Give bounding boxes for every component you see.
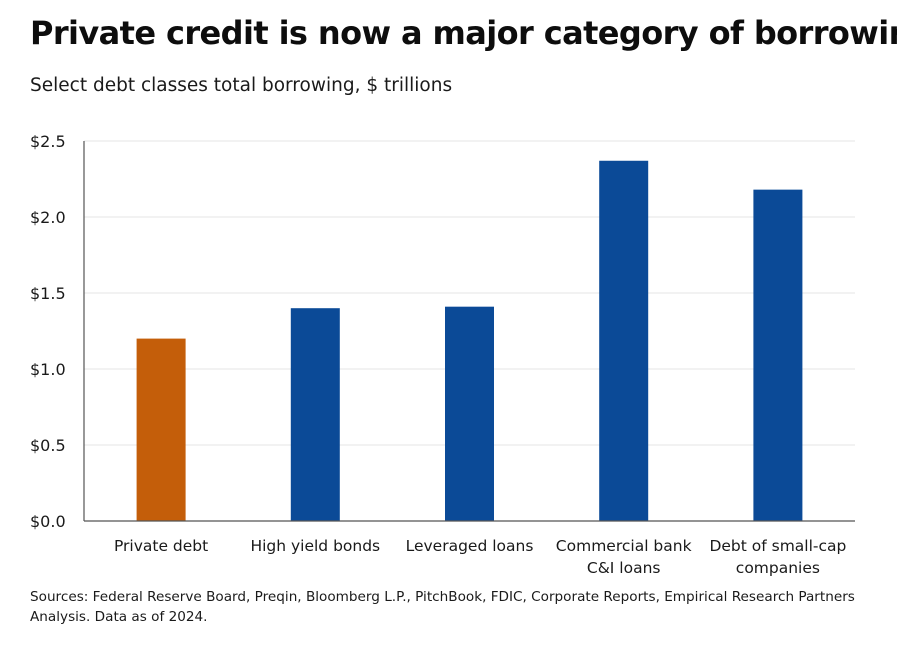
y-tick-label: $0.5: [30, 436, 66, 455]
bar: [290, 308, 340, 521]
y-axis-tick-labels: $0.0 $0.5 $1.0 $1.5 $2.0 $2.5: [30, 132, 66, 531]
y-tick-label: $0.0: [30, 512, 66, 531]
bar-chart: $0.0 $0.5 $1.0 $1.5 $2.0 $2.5 Private debt Hig…: [30, 132, 855, 577]
source-note: Sources: Federal Reserve Board, Preqin, …: [30, 589, 855, 625]
x-tick-label: Leveraged loans: [406, 537, 534, 555]
chart-subtitle: Select debt classes total borrowing, $ t…: [30, 75, 453, 96]
gridlines: [84, 140, 855, 446]
bar: [753, 189, 803, 521]
x-axis-category-labels: Private debt High yield bonds Leveraged lo…: [114, 537, 846, 577]
y-tick-label: $1.5: [30, 284, 66, 303]
x-tick-label: High yield bonds: [250, 537, 380, 555]
bar: [445, 306, 494, 521]
x-tick-label: Private debt: [114, 537, 208, 555]
x-tick-label: C&I loans: [587, 559, 661, 577]
y-tick-label: $2.0: [30, 208, 66, 227]
y-tick-label: $1.0: [30, 360, 66, 379]
axes: [83, 141, 855, 522]
chart-title: Private credit is now a major category o…: [30, 14, 897, 52]
bars: [136, 160, 803, 521]
x-tick-label: companies: [736, 559, 820, 577]
y-tick-label: $2.5: [30, 132, 66, 151]
x-tick-label: Commercial bank: [556, 537, 692, 555]
x-tick-label: Debt of small-cap: [709, 537, 846, 555]
bar: [136, 338, 186, 521]
bar: [599, 160, 649, 521]
